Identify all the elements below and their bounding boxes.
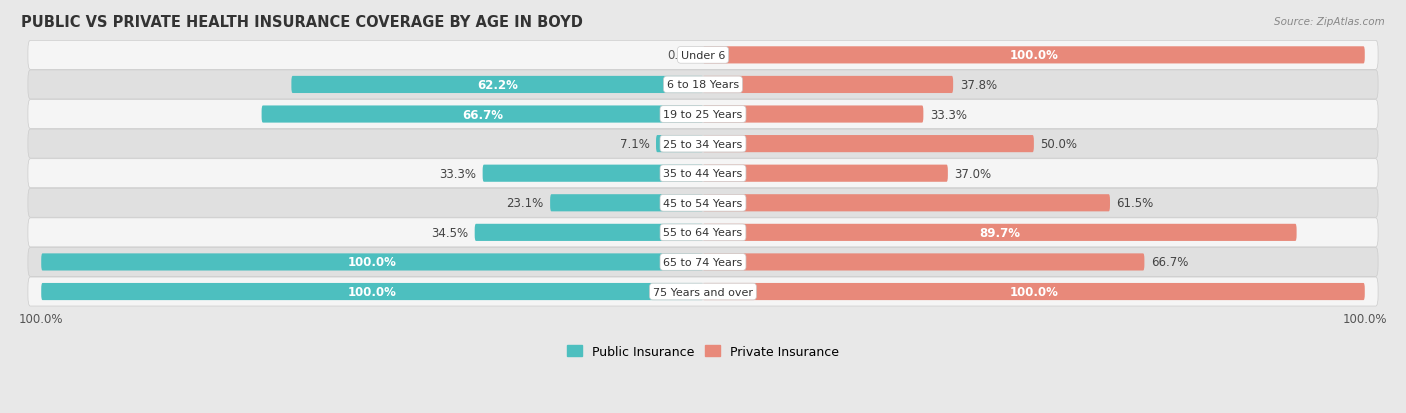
FancyBboxPatch shape [28, 71, 1378, 100]
FancyBboxPatch shape [291, 77, 703, 94]
FancyBboxPatch shape [703, 47, 1365, 64]
Legend: Public Insurance, Private Insurance: Public Insurance, Private Insurance [562, 340, 844, 363]
FancyBboxPatch shape [262, 106, 703, 123]
FancyBboxPatch shape [28, 41, 1378, 70]
FancyBboxPatch shape [28, 248, 1378, 277]
Text: 62.2%: 62.2% [477, 79, 517, 92]
Text: 50.0%: 50.0% [1040, 138, 1077, 151]
FancyBboxPatch shape [703, 77, 953, 94]
FancyBboxPatch shape [41, 254, 703, 271]
FancyBboxPatch shape [703, 165, 948, 182]
Text: Source: ZipAtlas.com: Source: ZipAtlas.com [1274, 17, 1385, 26]
FancyBboxPatch shape [703, 136, 1033, 153]
FancyBboxPatch shape [657, 136, 703, 153]
Text: 66.7%: 66.7% [1152, 256, 1188, 269]
FancyBboxPatch shape [28, 278, 1378, 306]
FancyBboxPatch shape [703, 283, 1365, 300]
Text: 6 to 18 Years: 6 to 18 Years [666, 80, 740, 90]
Text: 45 to 54 Years: 45 to 54 Years [664, 198, 742, 208]
Text: 37.0%: 37.0% [955, 167, 991, 180]
Text: 34.5%: 34.5% [432, 226, 468, 239]
FancyBboxPatch shape [28, 100, 1378, 129]
Text: 23.1%: 23.1% [506, 197, 544, 210]
Text: 37.8%: 37.8% [960, 79, 997, 92]
Text: 100.0%: 100.0% [347, 285, 396, 298]
Text: 66.7%: 66.7% [461, 108, 503, 121]
Text: 25 to 34 Years: 25 to 34 Years [664, 139, 742, 149]
FancyBboxPatch shape [703, 224, 1296, 241]
Text: 35 to 44 Years: 35 to 44 Years [664, 169, 742, 179]
FancyBboxPatch shape [41, 283, 703, 300]
Text: 19 to 25 Years: 19 to 25 Years [664, 110, 742, 120]
Text: PUBLIC VS PRIVATE HEALTH INSURANCE COVERAGE BY AGE IN BOYD: PUBLIC VS PRIVATE HEALTH INSURANCE COVER… [21, 15, 583, 30]
FancyBboxPatch shape [703, 195, 1109, 212]
Text: 89.7%: 89.7% [980, 226, 1021, 239]
Text: 7.1%: 7.1% [620, 138, 650, 151]
Text: 0.0%: 0.0% [666, 49, 696, 62]
Text: 33.3%: 33.3% [439, 167, 477, 180]
FancyBboxPatch shape [475, 224, 703, 241]
FancyBboxPatch shape [703, 106, 924, 123]
Text: 33.3%: 33.3% [929, 108, 967, 121]
Text: 65 to 74 Years: 65 to 74 Years [664, 257, 742, 267]
Text: 100.0%: 100.0% [1010, 285, 1059, 298]
FancyBboxPatch shape [482, 165, 703, 182]
FancyBboxPatch shape [550, 195, 703, 212]
FancyBboxPatch shape [28, 130, 1378, 159]
FancyBboxPatch shape [28, 218, 1378, 247]
Text: 55 to 64 Years: 55 to 64 Years [664, 228, 742, 238]
Text: Under 6: Under 6 [681, 51, 725, 61]
FancyBboxPatch shape [703, 254, 1144, 271]
Text: 100.0%: 100.0% [347, 256, 396, 269]
FancyBboxPatch shape [28, 189, 1378, 218]
FancyBboxPatch shape [28, 159, 1378, 188]
Text: 75 Years and over: 75 Years and over [652, 287, 754, 297]
Text: 100.0%: 100.0% [1010, 49, 1059, 62]
Text: 61.5%: 61.5% [1116, 197, 1154, 210]
